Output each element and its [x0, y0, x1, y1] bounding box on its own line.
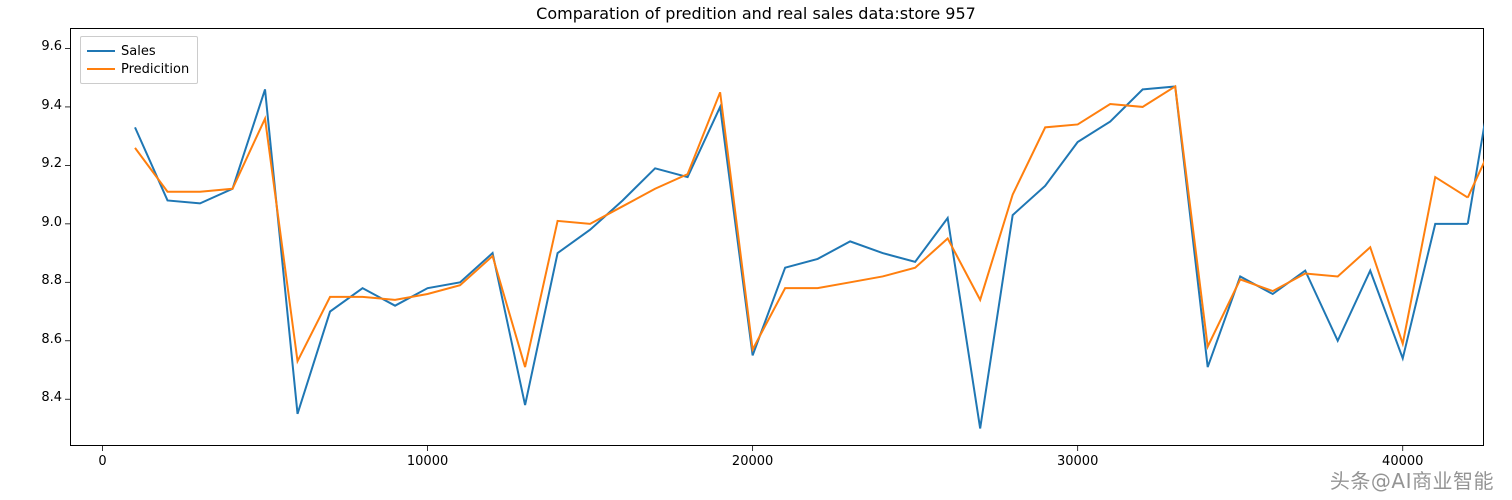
y-tick-label: 8.6 [22, 332, 62, 347]
x-tick-label: 30000 [1048, 454, 1108, 469]
legend-label-prediction: Predicition [121, 62, 189, 77]
y-tick-label: 9.6 [22, 39, 62, 54]
legend-swatch-prediction [87, 68, 115, 70]
legend-item-sales: Sales [87, 42, 189, 60]
y-tick-label: 9.4 [22, 98, 62, 113]
legend-label-sales: Sales [121, 44, 156, 59]
y-tick-label: 8.4 [22, 390, 62, 405]
legend-swatch-sales [87, 50, 115, 52]
legend-item-prediction: Predicition [87, 60, 189, 78]
legend: Sales Predicition [80, 36, 198, 84]
x-tick-label: 10000 [398, 454, 458, 469]
y-tick-label: 9.2 [22, 156, 62, 171]
x-tick-label: 20000 [723, 454, 783, 469]
watermark-text: 头条@AI商业智能 [1330, 465, 1494, 494]
chart-lines [0, 0, 1512, 500]
x-tick-label: 0 [73, 454, 133, 469]
y-tick-label: 8.8 [22, 273, 62, 288]
y-tick-label: 9.0 [22, 215, 62, 230]
